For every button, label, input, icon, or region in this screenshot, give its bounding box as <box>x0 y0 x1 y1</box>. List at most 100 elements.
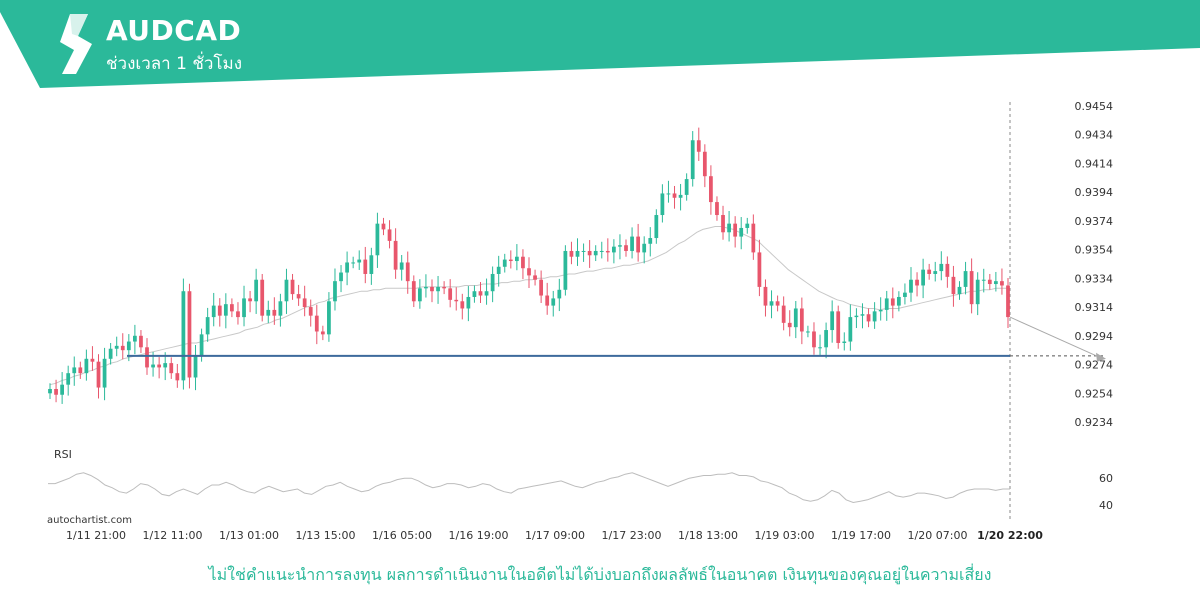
candle-body <box>199 334 204 356</box>
candle-body <box>769 301 774 306</box>
candle-body <box>399 262 404 270</box>
candle-body <box>187 291 192 378</box>
candle-body <box>527 268 531 276</box>
candle-body <box>181 291 186 381</box>
price-tick-label: 0.9434 <box>1075 129 1114 142</box>
candle-body <box>702 151 707 177</box>
candle-body <box>417 288 422 302</box>
candle-body <box>496 266 501 274</box>
candle-body <box>387 229 392 241</box>
candle-body <box>830 311 835 331</box>
candle-body <box>442 286 446 289</box>
candle-body <box>333 281 337 302</box>
candle-body <box>205 317 210 335</box>
candle-body <box>54 388 58 395</box>
price-tick-label: 0.9354 <box>1075 244 1114 257</box>
candle-body <box>939 263 944 272</box>
candle-body <box>139 335 143 348</box>
candle-body <box>660 193 665 216</box>
candle-body <box>842 341 847 343</box>
candle-body <box>248 298 252 302</box>
candle-body <box>848 317 853 342</box>
price-tick-label: 0.9254 <box>1075 387 1114 400</box>
time-tick-label: 1/12 11:00 <box>143 529 203 542</box>
candle-body <box>612 246 616 253</box>
candle-body <box>739 227 744 237</box>
candle-body <box>454 299 459 302</box>
forecast-arrow-line <box>1009 316 1104 360</box>
candle-body <box>557 289 562 299</box>
candle-body <box>654 215 659 239</box>
candle-body <box>909 279 913 293</box>
candle-body <box>327 301 331 335</box>
time-tick-label: 1/20 07:00 <box>908 529 968 542</box>
candle-body <box>254 279 259 302</box>
candle-body <box>648 238 653 244</box>
candle-body <box>539 279 544 296</box>
candle-body <box>217 305 222 316</box>
candle-body <box>684 179 689 195</box>
banner-shape <box>0 0 1200 88</box>
candle-body <box>799 308 804 332</box>
rsi-tick-label: 60 <box>1099 472 1113 485</box>
candle-body <box>151 364 155 368</box>
candle-body <box>72 367 77 374</box>
candle-body <box>963 271 968 287</box>
candle-body <box>921 269 925 286</box>
candle-body <box>933 271 938 274</box>
candle-body <box>175 373 180 381</box>
candle-body <box>320 331 325 335</box>
candle-body <box>545 295 550 306</box>
current-time-label: 1/20 22:00 <box>977 529 1043 542</box>
candle-body <box>981 279 986 281</box>
candle-body <box>284 279 289 302</box>
candle-body <box>666 193 671 195</box>
candle-body <box>599 250 604 252</box>
price-tick-label: 0.9374 <box>1075 215 1114 228</box>
rsi-line <box>48 472 1010 504</box>
candle-body <box>672 193 677 198</box>
candle-body <box>927 269 932 274</box>
candle-body <box>781 305 786 323</box>
time-tick-label: 1/17 23:00 <box>602 529 662 542</box>
candle-body <box>278 301 283 316</box>
candle-body <box>163 363 168 368</box>
candle-body <box>721 215 725 233</box>
candle-body <box>60 384 65 395</box>
candle-body <box>587 250 592 256</box>
candle-body <box>430 286 434 292</box>
candle-body <box>775 301 780 306</box>
candle-body <box>951 276 956 295</box>
candle-body <box>351 262 356 264</box>
candle-body <box>854 315 859 318</box>
candle-body <box>272 309 277 316</box>
candle-body <box>78 367 83 374</box>
price-tick-label: 0.9454 <box>1075 100 1114 113</box>
candle-body <box>302 298 307 308</box>
candle-body <box>975 279 980 305</box>
price-tick-label: 0.9334 <box>1075 272 1114 285</box>
candle-body <box>478 291 483 296</box>
forecast-arrow-head <box>1096 352 1106 362</box>
candle-body <box>502 259 507 267</box>
time-tick-label: 1/18 13:00 <box>678 529 738 542</box>
candle-body <box>436 286 440 292</box>
candle-body <box>108 348 113 359</box>
candle-body <box>448 288 453 300</box>
candle-body <box>787 322 792 328</box>
price-tick-label: 0.9414 <box>1075 157 1114 170</box>
candle-body <box>405 262 410 282</box>
price-tick-label: 0.9234 <box>1075 416 1114 429</box>
disclaimer: ไม่ใช่คำแนะนำการลงทุน ผลการดำเนินงานในอด… <box>208 565 992 584</box>
candle-body <box>793 308 798 328</box>
candle-body <box>533 275 537 280</box>
candle-body <box>211 305 216 318</box>
candle-body <box>818 347 822 349</box>
time-tick-label: 1/19 03:00 <box>755 529 815 542</box>
candle-body <box>751 223 756 253</box>
candle-body <box>223 304 228 316</box>
candle-body <box>466 296 471 309</box>
candle-body <box>690 140 695 180</box>
rsi-label: RSI <box>54 448 72 461</box>
candle-body <box>618 245 622 247</box>
